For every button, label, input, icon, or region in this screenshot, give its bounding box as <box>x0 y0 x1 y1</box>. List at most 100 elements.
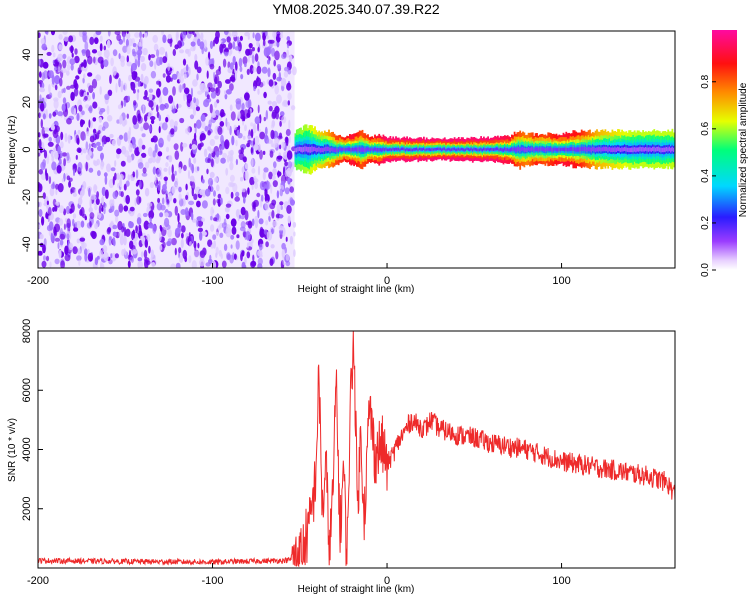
colorbar-tick-label: 0.6 <box>700 121 711 135</box>
noise-speckle <box>171 73 178 80</box>
noise-speckle <box>236 234 240 239</box>
ridge-slice <box>356 147 358 152</box>
noise-speckle <box>254 181 258 190</box>
noise-speckle <box>210 224 215 232</box>
ridge-slice <box>657 146 660 152</box>
noise-speckle <box>84 215 88 221</box>
noise-speckle <box>253 143 259 151</box>
noise-speckle <box>50 31 56 36</box>
ridge-slice <box>349 147 351 151</box>
noise-speckle <box>76 220 81 226</box>
ridge-slice <box>603 146 605 152</box>
noise-speckle <box>106 105 110 115</box>
noise-speckle <box>166 199 170 204</box>
noise-speckle <box>63 223 66 230</box>
noise-speckle <box>161 197 165 205</box>
ridge-slice <box>478 148 481 152</box>
noise-speckle <box>162 184 167 192</box>
noise-speckle <box>219 232 224 238</box>
noise-speckle <box>38 152 41 157</box>
noise-speckle <box>207 158 212 164</box>
ridge-slice <box>311 146 314 153</box>
noise-speckle <box>229 83 234 92</box>
noise-speckle <box>94 185 98 191</box>
noise-speckle <box>118 77 121 88</box>
noise-speckle <box>272 72 277 80</box>
noise-speckle <box>236 129 240 136</box>
noise-speckle <box>46 200 50 206</box>
noise-speckle <box>114 209 120 217</box>
noise-speckle <box>195 219 199 227</box>
noise-speckle <box>242 231 247 238</box>
ridge-slice <box>321 147 323 153</box>
noise-speckle <box>114 74 119 80</box>
noise-speckle <box>247 99 252 109</box>
ridge-slice <box>523 147 526 152</box>
noise-speckle <box>147 202 153 207</box>
noise-speckle <box>120 191 124 198</box>
ridge-slice <box>628 147 630 152</box>
ridge-slice <box>572 147 575 152</box>
ridge-slice <box>485 148 488 151</box>
noise-speckle <box>225 167 229 176</box>
ridge-slice <box>618 147 621 152</box>
noise-speckle <box>42 244 46 254</box>
noise-speckle <box>263 167 269 173</box>
noise-speckle <box>225 117 228 127</box>
ridge-slice <box>650 147 653 152</box>
ridge-slice <box>344 148 347 151</box>
noise-speckle <box>160 204 166 211</box>
ridge-slice <box>608 147 611 152</box>
ridge-slice <box>335 148 337 153</box>
noise-speckle <box>286 82 292 91</box>
ridge-slice <box>357 147 360 152</box>
ridge-slice <box>552 148 555 152</box>
ridge-slice <box>414 148 417 151</box>
ridge-slice <box>663 147 665 153</box>
noise-speckle <box>82 148 87 154</box>
ridge-slice <box>477 148 480 152</box>
noise-speckle <box>250 122 254 127</box>
noise-speckle <box>140 73 144 83</box>
noise-speckle <box>220 113 223 118</box>
noise-speckle <box>142 56 145 62</box>
noise-speckle <box>271 220 278 227</box>
ridge-slice <box>452 147 455 151</box>
ridge-slice <box>297 147 300 152</box>
noise-speckle <box>193 250 200 258</box>
noise-speckle <box>39 87 46 93</box>
noise-speckle <box>192 79 198 87</box>
ridge-slice <box>643 147 646 152</box>
noise-speckle <box>116 172 120 180</box>
noise-speckle <box>257 47 260 53</box>
noise-speckle <box>91 78 98 89</box>
ridge-slice <box>430 148 432 152</box>
noise-speckle <box>285 260 291 267</box>
noise-speckle <box>230 74 236 83</box>
noise-speckle <box>49 92 53 98</box>
noise-speckle <box>99 108 106 113</box>
noise-speckle <box>70 91 75 101</box>
noise-speckle <box>221 222 228 229</box>
noise-speckle <box>98 116 103 123</box>
noise-speckle <box>212 260 217 268</box>
noise-speckle <box>266 137 269 144</box>
noise-speckle <box>262 171 266 181</box>
noise-speckle <box>88 187 91 197</box>
noise-speckle <box>76 147 82 153</box>
noise-speckle <box>193 193 198 201</box>
noise-speckle <box>89 36 95 46</box>
noise-speckle <box>156 88 161 98</box>
noise-speckle <box>177 213 180 223</box>
noise-speckle <box>103 49 110 59</box>
noise-speckle <box>283 70 289 78</box>
ridge-slice <box>538 147 541 152</box>
noise-speckle <box>276 155 283 160</box>
noise-speckle <box>231 135 235 146</box>
noise-speckle <box>149 181 155 189</box>
noise-speckle <box>205 97 212 103</box>
noise-speckle <box>85 49 91 59</box>
ridge-slice <box>449 148 452 152</box>
noise-speckle <box>242 56 248 65</box>
noise-speckle <box>112 237 116 245</box>
